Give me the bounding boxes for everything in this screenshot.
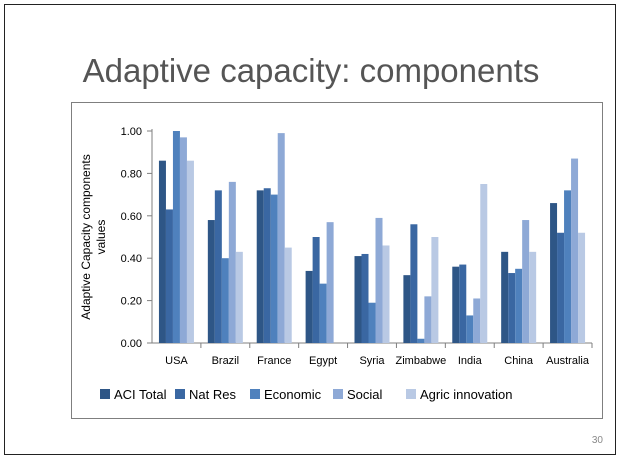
- bar-aci-total-australia: [550, 203, 558, 343]
- x-tick-label: Syria: [359, 355, 385, 367]
- bar-aci-total-usa: [158, 160, 166, 343]
- legend-swatch: [250, 389, 260, 399]
- y-tick-label: 0.00: [121, 338, 142, 350]
- bar-economic-zimbabwe: [417, 338, 425, 343]
- bar-social-syria: [375, 217, 383, 343]
- x-tick-label: Egypt: [309, 355, 337, 367]
- bar-agric-innovation-usa: [186, 160, 194, 343]
- bar-nat-res-egypt: [312, 237, 320, 343]
- bar-social-australia: [571, 158, 579, 343]
- bar-economic-syria: [368, 302, 376, 343]
- legend-swatch: [175, 389, 185, 399]
- bar-nat-res-zimbabwe: [410, 224, 418, 343]
- bar-economic-usa: [172, 131, 180, 343]
- x-tick-label: Zimbabwe: [396, 355, 447, 367]
- legend-entry: Agric innovation: [420, 387, 513, 402]
- bar-nat-res-syria: [361, 253, 369, 343]
- bar-aci-total-china: [501, 251, 509, 343]
- bar-economic-china: [515, 268, 523, 343]
- bar-agric-innovation-zimbabwe: [431, 237, 439, 343]
- bar-agric-innovation-australia: [578, 232, 586, 343]
- bar-nat-res-france: [263, 188, 271, 343]
- x-tick-label: India: [458, 355, 483, 367]
- bar-social-france: [277, 133, 285, 343]
- y-axis-title: values: [94, 220, 108, 255]
- y-tick-label: 0.40: [121, 253, 142, 265]
- y-tick-label: 0.80: [121, 168, 142, 180]
- legend-swatch: [100, 389, 110, 399]
- bar-aci-total-syria: [354, 256, 362, 343]
- bar-economic-brazil: [221, 258, 229, 343]
- x-tick-label: China: [504, 355, 534, 367]
- bar-agric-innovation-france: [284, 247, 292, 343]
- bar-aci-total-egypt: [305, 270, 313, 343]
- bar-social-brazil: [228, 181, 236, 343]
- slide-title: Adaptive capacity: components: [82, 52, 540, 89]
- bar-economic-egypt: [319, 283, 327, 343]
- x-tick-label: France: [257, 355, 291, 367]
- legend-swatch: [406, 389, 416, 399]
- bar-aci-total-france: [256, 190, 264, 343]
- legend-swatch: [333, 389, 343, 399]
- bar-agric-innovation-india: [480, 184, 488, 343]
- legend-entry: Nat Res: [189, 387, 236, 402]
- bar-nat-res-australia: [557, 232, 565, 343]
- bar-agric-innovation-brazil: [235, 251, 243, 343]
- bar-economic-india: [466, 315, 474, 343]
- bar-social-india: [473, 298, 481, 343]
- slide: Adaptive capacity: components 0.00 0.20 0.…: [4, 4, 616, 455]
- legend-entry: ACI Total: [114, 387, 167, 402]
- bar-aci-total-zimbabwe: [403, 275, 411, 343]
- bar-aci-total-india: [452, 266, 460, 343]
- bar-agric-innovation-syria: [382, 245, 390, 343]
- legend-entry: Social: [347, 387, 383, 402]
- bar-social-zimbabwe: [424, 296, 432, 343]
- legend-entry: Economic: [264, 387, 322, 402]
- y-tick-label: 0.60: [121, 211, 142, 223]
- bar-social-china: [522, 220, 530, 343]
- bar-aci-total-brazil: [207, 220, 215, 343]
- chart-frame: 0.00 0.20 0.40 0.60 0.80 1.00 Adaptive Capacit…: [71, 102, 603, 419]
- x-tick-label: Australia: [546, 355, 590, 367]
- bar-economic-france: [270, 194, 278, 343]
- bar-chart: 0.00 0.20 0.40 0.60 0.80 1.00 Adaptive Capacit…: [79, 126, 593, 402]
- bar-social-egypt: [326, 222, 334, 343]
- bar-economic-australia: [564, 190, 572, 343]
- y-axis-title: Adaptive Capacity components: [79, 154, 93, 319]
- x-tick-label: USA: [165, 355, 188, 367]
- y-tick-label: 1.00: [121, 126, 142, 138]
- bar-agric-innovation-china: [529, 251, 537, 343]
- bar-social-usa: [179, 137, 187, 343]
- bar-nat-res-usa: [165, 209, 173, 343]
- y-tick-label: 0.20: [121, 296, 142, 308]
- slide-number: 30: [591, 435, 603, 446]
- bar-nat-res-brazil: [214, 190, 222, 343]
- x-tick-label: Brazil: [212, 355, 240, 367]
- bar-nat-res-india: [459, 264, 467, 343]
- bar-nat-res-china: [508, 273, 516, 343]
